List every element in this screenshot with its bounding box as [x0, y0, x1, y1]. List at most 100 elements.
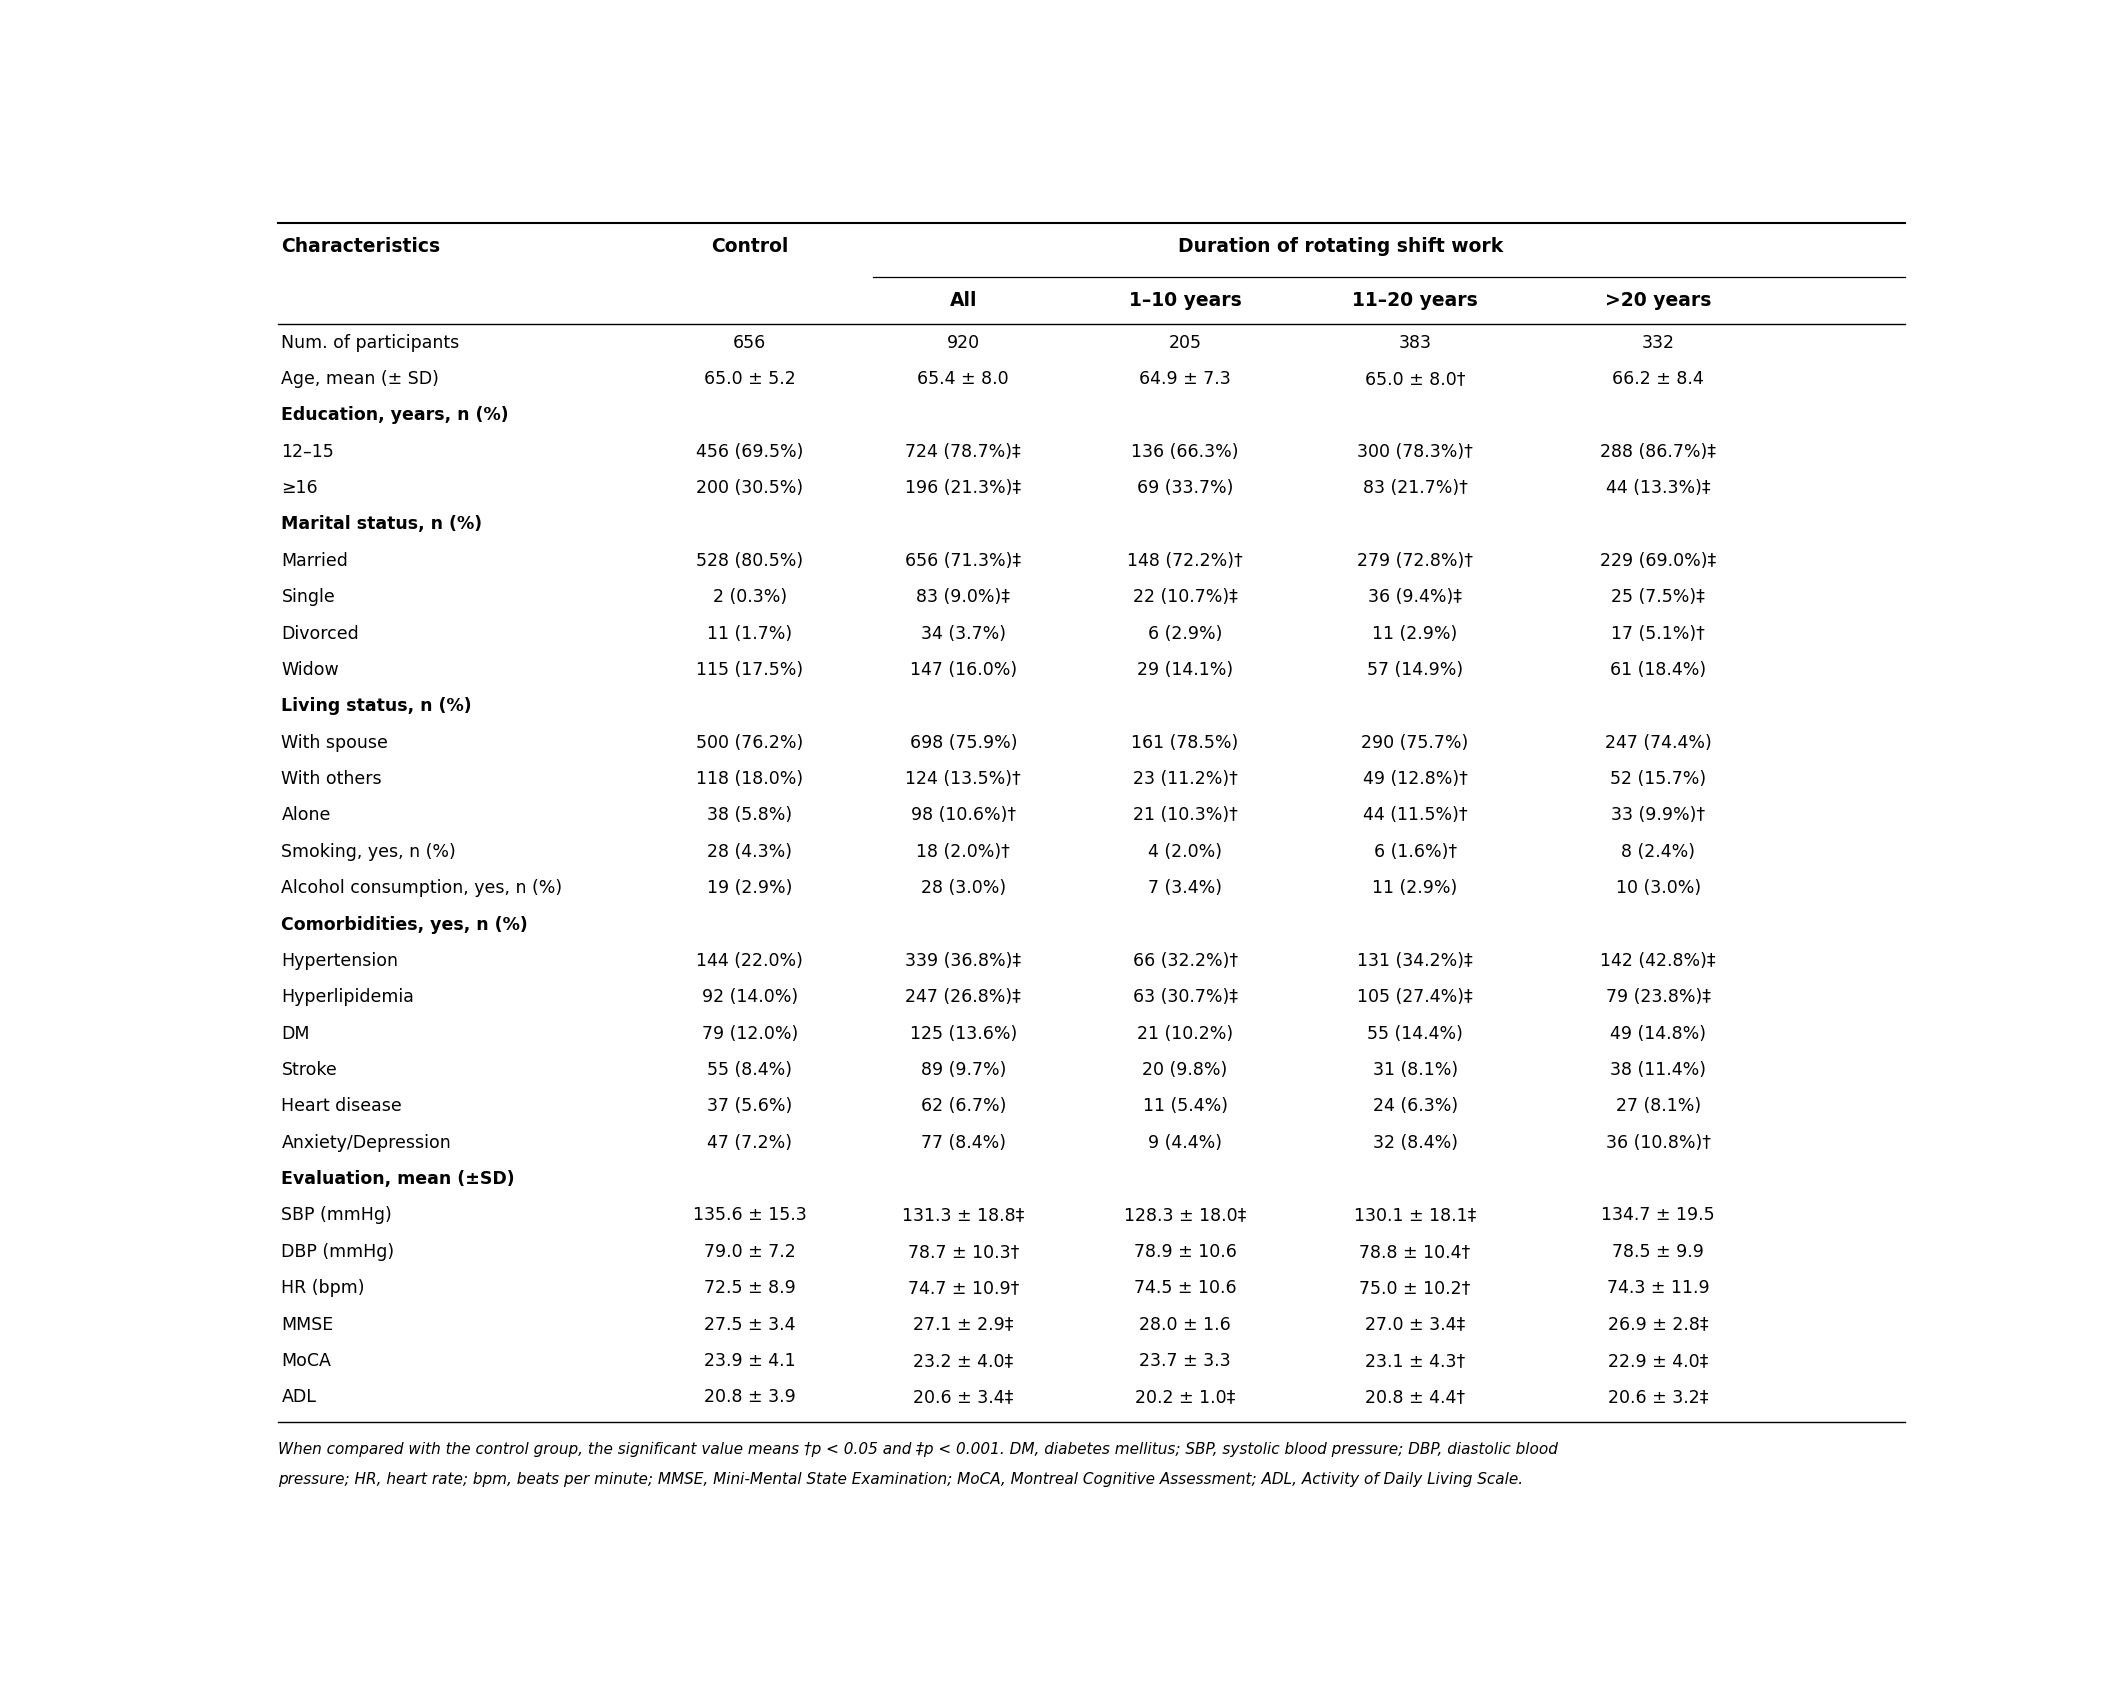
Text: Control: Control	[710, 237, 789, 256]
Text: Alcohol consumption, yes, n (%): Alcohol consumption, yes, n (%)	[282, 879, 562, 897]
Text: 205: 205	[1168, 334, 1202, 352]
Text: 32 (8.4%): 32 (8.4%)	[1372, 1134, 1459, 1151]
Text: 83 (9.0%)‡: 83 (9.0%)‡	[916, 587, 1011, 606]
Text: Living status, n (%): Living status, n (%)	[282, 698, 473, 714]
Text: Divorced: Divorced	[282, 625, 358, 643]
Text: 38 (5.8%): 38 (5.8%)	[708, 806, 793, 824]
Text: 528 (80.5%): 528 (80.5%)	[695, 552, 803, 571]
Text: 20.8 ± 4.4†: 20.8 ± 4.4†	[1365, 1388, 1465, 1407]
Text: 6 (1.6%)†: 6 (1.6%)†	[1374, 843, 1456, 860]
Text: Heart disease: Heart disease	[282, 1097, 403, 1116]
Text: 27.1 ± 2.9‡: 27.1 ± 2.9‡	[914, 1315, 1013, 1334]
Text: 21 (10.3%)†: 21 (10.3%)†	[1132, 806, 1238, 824]
Text: 125 (13.6%): 125 (13.6%)	[909, 1024, 1018, 1043]
Text: 26.9 ± 2.8‡: 26.9 ± 2.8‡	[1607, 1315, 1709, 1334]
Text: 698 (75.9%): 698 (75.9%)	[909, 733, 1018, 752]
Text: 12–15: 12–15	[282, 442, 335, 460]
Text: 79 (12.0%): 79 (12.0%)	[702, 1024, 797, 1043]
Text: 31 (8.1%): 31 (8.1%)	[1372, 1062, 1459, 1078]
Text: 128.3 ± 18.0‡: 128.3 ± 18.0‡	[1124, 1207, 1247, 1224]
Text: 7 (3.4%): 7 (3.4%)	[1149, 879, 1221, 897]
Text: 64.9 ± 7.3: 64.9 ± 7.3	[1138, 371, 1232, 388]
Text: All: All	[950, 291, 977, 310]
Text: 62 (6.7%): 62 (6.7%)	[920, 1097, 1007, 1116]
Text: 38 (11.4%): 38 (11.4%)	[1611, 1062, 1707, 1078]
Text: 500 (76.2%): 500 (76.2%)	[695, 733, 803, 752]
Text: 11 (1.7%): 11 (1.7%)	[708, 625, 793, 643]
Text: 74.5 ± 10.6: 74.5 ± 10.6	[1134, 1280, 1236, 1297]
Text: DBP (mmHg): DBP (mmHg)	[282, 1243, 394, 1261]
Text: 20.6 ± 3.4‡: 20.6 ± 3.4‡	[914, 1388, 1013, 1407]
Text: 65.0 ± 8.0†: 65.0 ± 8.0†	[1365, 371, 1465, 388]
Text: 300 (78.3%)†: 300 (78.3%)†	[1357, 442, 1473, 460]
Text: Single: Single	[282, 587, 335, 606]
Text: 29 (14.1%): 29 (14.1%)	[1136, 660, 1234, 679]
Text: 20.6 ± 3.2‡: 20.6 ± 3.2‡	[1607, 1388, 1709, 1407]
Text: 23.7 ± 3.3: 23.7 ± 3.3	[1138, 1353, 1232, 1370]
Text: Alone: Alone	[282, 806, 331, 824]
Text: 2 (0.3%): 2 (0.3%)	[712, 587, 787, 606]
Text: DM: DM	[282, 1024, 310, 1043]
Text: MMSE: MMSE	[282, 1315, 333, 1334]
Text: 44 (13.3%)‡: 44 (13.3%)‡	[1607, 479, 1711, 498]
Text: Hyperlipidemia: Hyperlipidemia	[282, 989, 413, 1006]
Text: 105 (27.4%)‡: 105 (27.4%)‡	[1357, 989, 1473, 1006]
Text: 20.8 ± 3.9: 20.8 ± 3.9	[704, 1388, 795, 1407]
Text: 11–20 years: 11–20 years	[1353, 291, 1478, 310]
Text: 27.0 ± 3.4‡: 27.0 ± 3.4‡	[1365, 1315, 1465, 1334]
Text: 288 (86.7%)‡: 288 (86.7%)‡	[1601, 442, 1717, 460]
Text: 28 (3.0%): 28 (3.0%)	[920, 879, 1005, 897]
Text: 75.0 ± 10.2†: 75.0 ± 10.2†	[1359, 1280, 1471, 1297]
Text: 28 (4.3%): 28 (4.3%)	[708, 843, 793, 860]
Text: 78.8 ± 10.4†: 78.8 ± 10.4†	[1359, 1243, 1471, 1261]
Text: Married: Married	[282, 552, 348, 571]
Text: Smoking, yes, n (%): Smoking, yes, n (%)	[282, 843, 456, 860]
Text: 22 (10.7%)‡: 22 (10.7%)‡	[1132, 587, 1238, 606]
Text: 1–10 years: 1–10 years	[1128, 291, 1242, 310]
Text: 456 (69.5%): 456 (69.5%)	[695, 442, 803, 460]
Text: 290 (75.7%): 290 (75.7%)	[1361, 733, 1469, 752]
Text: 142 (42.8%)‡: 142 (42.8%)‡	[1601, 951, 1715, 970]
Text: 131 (34.2%)‡: 131 (34.2%)‡	[1357, 951, 1473, 970]
Text: Duration of rotating shift work: Duration of rotating shift work	[1179, 237, 1503, 256]
Text: 79 (23.8%)‡: 79 (23.8%)‡	[1605, 989, 1711, 1006]
Text: 34 (3.7%): 34 (3.7%)	[920, 625, 1005, 643]
Text: 92 (14.0%): 92 (14.0%)	[702, 989, 797, 1006]
Text: 74.3 ± 11.9: 74.3 ± 11.9	[1607, 1280, 1709, 1297]
Text: 23.1 ± 4.3†: 23.1 ± 4.3†	[1365, 1353, 1465, 1370]
Text: 8 (2.4%): 8 (2.4%)	[1622, 843, 1696, 860]
Text: 247 (74.4%): 247 (74.4%)	[1605, 733, 1711, 752]
Text: 66 (32.2%)†: 66 (32.2%)†	[1132, 951, 1238, 970]
Text: 23 (11.2%)†: 23 (11.2%)†	[1132, 770, 1238, 787]
Text: Hypertension: Hypertension	[282, 951, 399, 970]
Text: 44 (11.5%)†: 44 (11.5%)†	[1363, 806, 1467, 824]
Text: Marital status, n (%): Marital status, n (%)	[282, 515, 483, 533]
Text: 23.9 ± 4.1: 23.9 ± 4.1	[704, 1353, 795, 1370]
Text: 21 (10.2%): 21 (10.2%)	[1136, 1024, 1234, 1043]
Text: Widow: Widow	[282, 660, 339, 679]
Text: Num. of participants: Num. of participants	[282, 334, 460, 352]
Text: Evaluation, mean (±SD): Evaluation, mean (±SD)	[282, 1170, 515, 1188]
Text: 74.7 ± 10.9†: 74.7 ± 10.9†	[907, 1280, 1020, 1297]
Text: 135.6 ± 15.3: 135.6 ± 15.3	[693, 1207, 806, 1224]
Text: Comorbidities, yes, n (%): Comorbidities, yes, n (%)	[282, 916, 528, 933]
Text: 11 (5.4%): 11 (5.4%)	[1143, 1097, 1227, 1116]
Text: 118 (18.0%): 118 (18.0%)	[695, 770, 803, 787]
Text: 37 (5.6%): 37 (5.6%)	[708, 1097, 793, 1116]
Text: 79.0 ± 7.2: 79.0 ± 7.2	[704, 1243, 795, 1261]
Text: 136 (66.3%): 136 (66.3%)	[1132, 442, 1238, 460]
Text: 11 (2.9%): 11 (2.9%)	[1372, 625, 1459, 643]
Text: 83 (21.7%)†: 83 (21.7%)†	[1363, 479, 1467, 498]
Text: 19 (2.9%): 19 (2.9%)	[706, 879, 793, 897]
Text: 52 (15.7%): 52 (15.7%)	[1611, 770, 1707, 787]
Text: 47 (7.2%): 47 (7.2%)	[708, 1134, 793, 1151]
Text: 24 (6.3%): 24 (6.3%)	[1372, 1097, 1459, 1116]
Text: 10 (3.0%): 10 (3.0%)	[1615, 879, 1700, 897]
Text: ADL: ADL	[282, 1388, 316, 1407]
Text: Anxiety/Depression: Anxiety/Depression	[282, 1134, 452, 1151]
Text: 77 (8.4%): 77 (8.4%)	[920, 1134, 1005, 1151]
Text: SBP (mmHg): SBP (mmHg)	[282, 1207, 392, 1224]
Text: HR (bpm): HR (bpm)	[282, 1280, 365, 1297]
Text: 65.4 ± 8.0: 65.4 ± 8.0	[918, 371, 1009, 388]
Text: 17 (5.1%)†: 17 (5.1%)†	[1611, 625, 1704, 643]
